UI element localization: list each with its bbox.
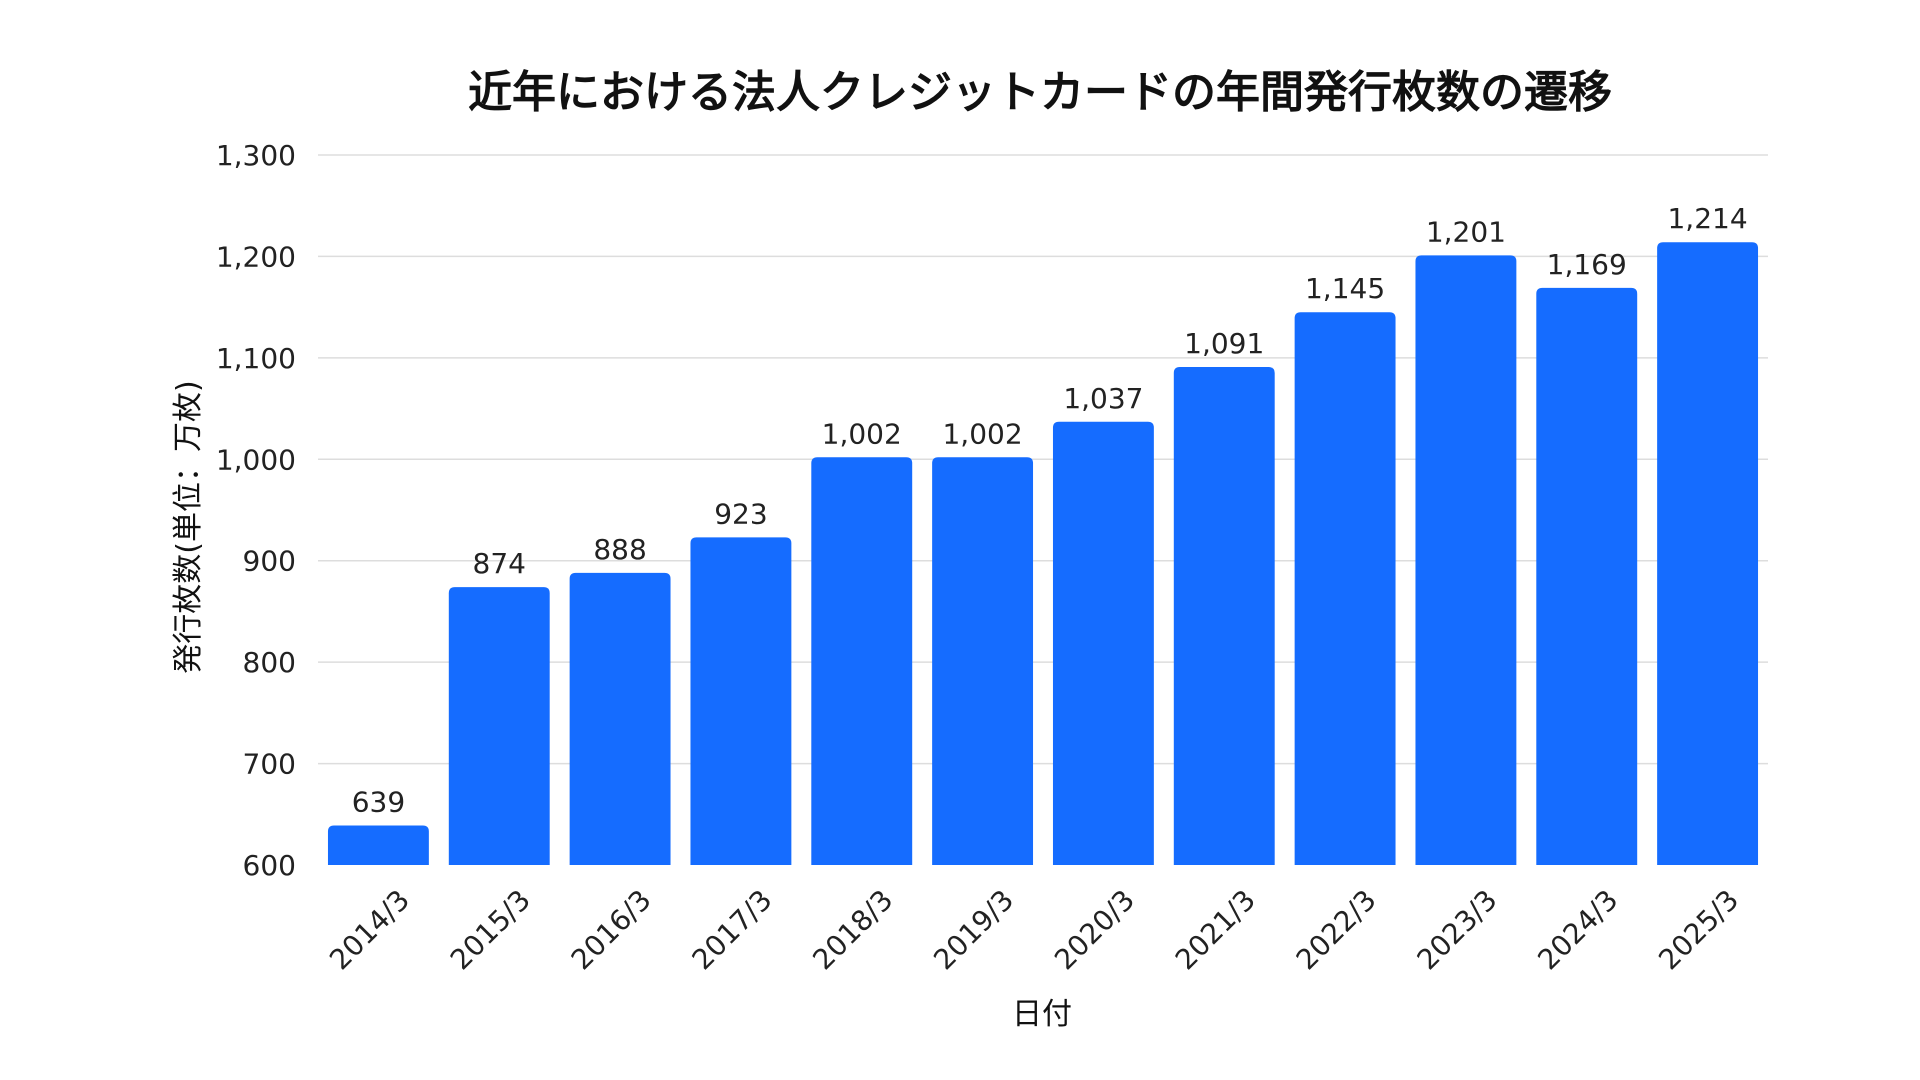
y-tick-label: 1,000: [216, 443, 296, 476]
x-tick-label: 2019/3: [927, 883, 1020, 976]
bars: [327, 242, 1759, 865]
data-label: 1,201: [1426, 215, 1506, 248]
y-tick-label: 900: [243, 545, 296, 578]
data-label: 888: [593, 533, 646, 566]
data-label: 874: [473, 547, 526, 580]
x-tick-label: 2025/3: [1652, 883, 1745, 976]
data-label: 1,091: [1184, 327, 1264, 360]
y-tick-label: 1,200: [216, 240, 296, 273]
x-tick-label: 2020/3: [1048, 883, 1141, 976]
y-tick-label: 700: [243, 748, 296, 781]
x-tick-label: 2014/3: [323, 883, 416, 976]
x-tick-label: 2017/3: [686, 883, 779, 976]
bar: [1536, 287, 1638, 865]
x-tick-label: 2022/3: [1290, 883, 1383, 976]
data-label: 1,214: [1667, 202, 1747, 235]
bar: [327, 825, 429, 865]
y-tick-label: 1,300: [216, 139, 296, 172]
bar: [448, 587, 550, 865]
bar: [1052, 421, 1154, 865]
x-tick-label: 2016/3: [565, 883, 658, 976]
y-axis-title: 発行枚数(単位：万枚): [171, 380, 206, 673]
bar: [1415, 255, 1517, 865]
x-tick-label: 2018/3: [806, 883, 899, 976]
bar: [569, 572, 671, 865]
bar: [811, 457, 913, 865]
x-tick-label: 2021/3: [1169, 883, 1262, 976]
y-tick-label: 600: [243, 849, 296, 882]
bar: [1173, 366, 1275, 865]
x-tick-label: 2023/3: [1411, 883, 1504, 976]
data-label: 1,037: [1063, 382, 1143, 415]
y-tick-label: 1,100: [216, 342, 296, 375]
data-label: 1,169: [1547, 248, 1627, 281]
bar: [932, 457, 1034, 865]
data-labels: 639 874 888 923 1,002 1,002 1,037 1,091 1,145 1,2…: [352, 202, 1748, 818]
x-tick-label: 2015/3: [444, 883, 537, 976]
bar: [1294, 312, 1396, 865]
bar: [690, 537, 792, 865]
data-label: 1,145: [1305, 272, 1385, 305]
data-label: 639: [352, 785, 405, 818]
x-axis-ticks: 2014/3 2015/3 2016/3 2017/3 2018/3 2019/3 2020…: [323, 883, 1745, 976]
bar: [1657, 242, 1759, 865]
x-axis-title: 日付: [1012, 997, 1072, 1032]
chart-title: 近年における法人クレジットカードの年間発行枚数の遷移: [468, 67, 1612, 118]
data-label: 1,002: [822, 417, 902, 450]
y-axis-ticks: 600 700 800 900 1,000 1,100 1,200 1,300: [216, 139, 296, 882]
data-label: 1,002: [942, 417, 1022, 450]
x-tick-label: 2024/3: [1531, 883, 1624, 976]
gridlines: [318, 154, 1768, 765]
data-label: 923: [714, 497, 767, 530]
y-tick-label: 800: [243, 646, 296, 679]
